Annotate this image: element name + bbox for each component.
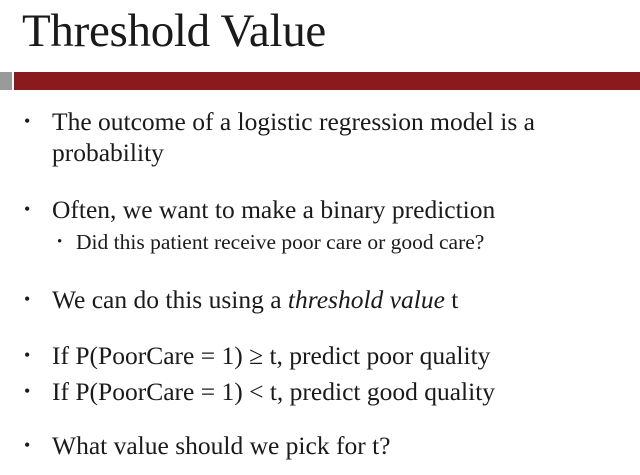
bullet-threshold-value: We can do this using a threshold value t (24, 284, 622, 315)
bullet-predict-good: If P(PoorCare = 1) < t, predict good qua… (24, 376, 622, 407)
bullet-threshold-text-a: We can do this using a (52, 285, 288, 314)
title-divider (0, 72, 640, 90)
bullet-predict-poor: If P(PoorCare = 1) ≥ t, predict poor qua… (24, 340, 622, 371)
bullet-threshold-emphasis: threshold value (287, 285, 445, 314)
divider-red-bar (14, 72, 640, 90)
bullet-binary-prediction: Often, we want to make a binary predicti… (24, 194, 622, 225)
bullet-logistic-outcome: The outcome of a logistic regression mod… (24, 106, 622, 168)
bullet-threshold-text-b: t (444, 285, 459, 314)
bullet-pick-t: What value should we pick for t? (24, 430, 622, 461)
slide-title: Threshold Value (22, 5, 326, 57)
sub-bullet-patient-care: Did this patient receive poor care or go… (57, 228, 626, 256)
divider-gray-block (0, 72, 12, 90)
